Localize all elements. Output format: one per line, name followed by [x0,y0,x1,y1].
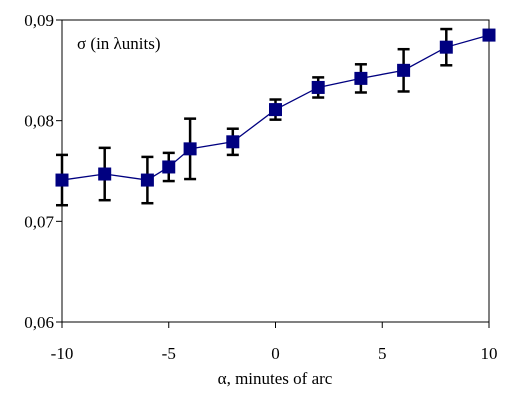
series-line [61,34,490,181]
x-axis-title: α, minutes of arc [218,369,333,388]
series-markers [55,28,496,187]
data-point [226,135,240,149]
y-tick-label: 0,07 [24,212,54,231]
data-point [55,173,69,187]
data-point [439,40,453,54]
data-point [311,80,325,94]
data-point [183,142,197,156]
x-tick-label: 10 [481,344,498,363]
data-point [98,167,112,181]
x-tick-label: 5 [378,344,387,363]
x-tick-label: 0 [271,344,280,363]
x-axis-tick-labels: -10 -5 0 5 10 [51,344,498,363]
series-lines [61,34,490,181]
data-point [397,63,411,77]
x-tick-label: -10 [51,344,74,363]
chart-annotation: σ (in λunits) [77,34,161,53]
data-point [354,71,368,85]
plot-area [61,19,490,323]
x-axis-ticks [61,322,490,328]
y-axis-ticks [56,19,62,323]
data-point [269,103,282,117]
x-tick-label: -5 [162,344,176,363]
data-point [482,28,496,42]
data-point [140,173,154,187]
y-axis-tick-labels: 0,06 0,07 0,08 0,09 [24,11,54,332]
y-tick-label: 0,08 [24,112,54,131]
y-tick-label: 0,09 [24,11,54,30]
data-point [162,160,176,174]
y-tick-label: 0,06 [24,313,54,332]
